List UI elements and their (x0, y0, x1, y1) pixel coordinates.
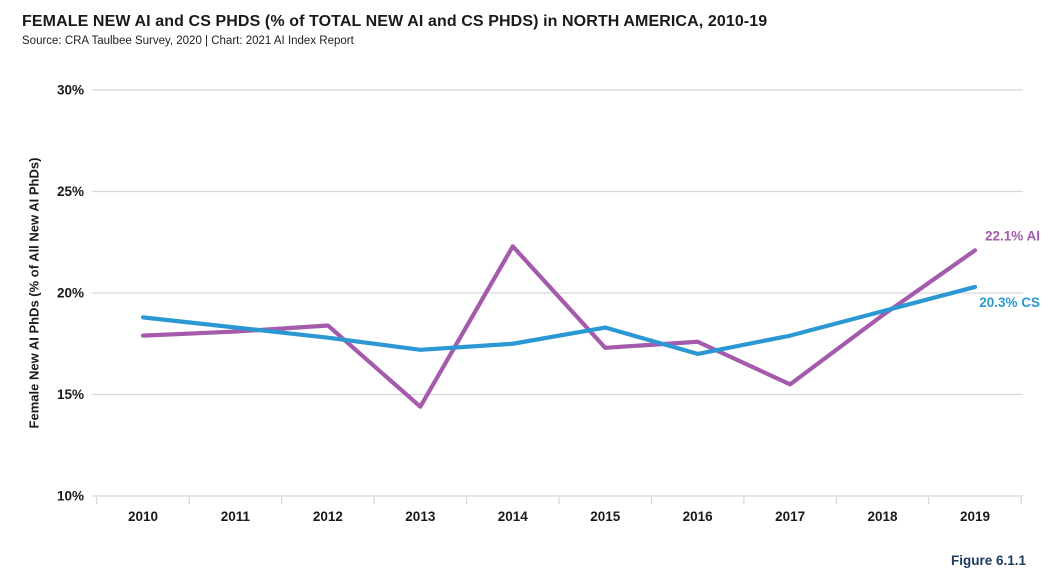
series-line-cs (140, 284, 978, 356)
series-end-label-cs: 20.3% CS (979, 295, 1040, 310)
x-tick-label-2019: 2019 (960, 509, 990, 524)
y-tick-label: 30% (57, 83, 84, 98)
y-axis-title: Female New AI PhDs (% of All New AI PhDs… (26, 157, 42, 429)
x-tick-label-2015: 2015 (590, 509, 621, 524)
y-tick-label: 15% (57, 387, 84, 402)
x-tick-label-2012: 2012 (313, 509, 343, 524)
x-tick-label-2018: 2018 (868, 509, 899, 524)
x-tick-label-2013: 2013 (405, 509, 436, 524)
series-end-label-ai: 22.1% AI (985, 228, 1040, 243)
figure-label: Figure 6.1.1 (950, 553, 1026, 568)
y-tick-label: 10% (57, 489, 84, 504)
x-tick-label-2010: 2010 (128, 509, 158, 524)
series-line-ai (140, 244, 978, 409)
y-tick-label: 20% (57, 286, 84, 301)
x-tick-label-2017: 2017 (775, 509, 805, 524)
x-tick-label-2014: 2014 (498, 509, 529, 524)
chart-title: FEMALE NEW AI and CS PHDS (% of TOTAL NE… (22, 13, 768, 30)
y-tick-label: 25% (57, 184, 84, 199)
x-tick-label-2011: 2011 (221, 509, 251, 524)
chart-source: Source: CRA Taulbee Survey, 2020 | Chart… (22, 35, 354, 47)
chart-header: FEMALE NEW AI and CS PHDS (% of TOTAL NE… (22, 12, 1026, 47)
x-tick-label-2016: 2016 (683, 509, 714, 524)
